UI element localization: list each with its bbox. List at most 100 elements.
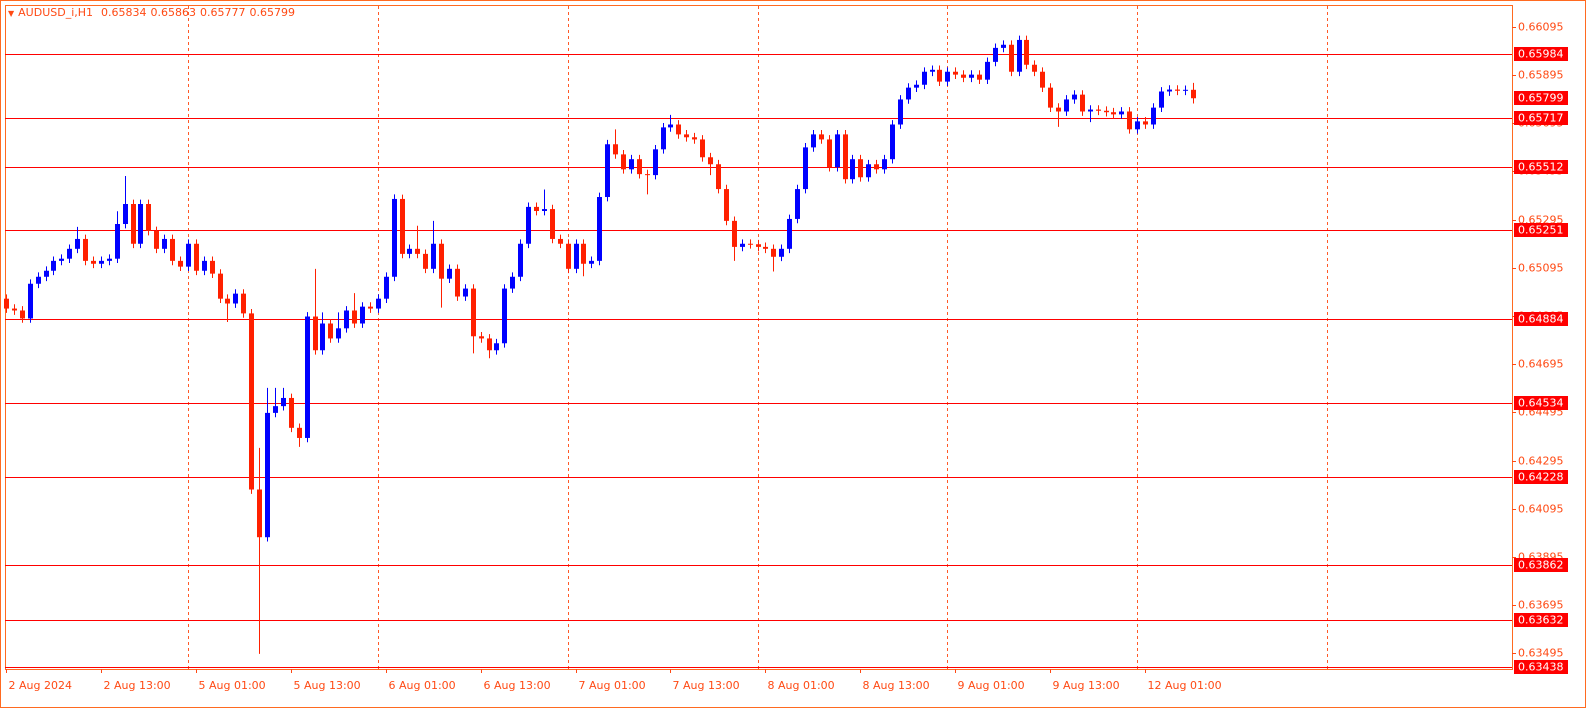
candle-body: [827, 139, 832, 168]
candle-body: [1191, 89, 1196, 99]
candle-body: [597, 197, 602, 261]
candle-body: [787, 218, 792, 249]
candle-body: [487, 338, 492, 351]
candle-body: [392, 198, 397, 277]
candle-body: [1048, 87, 1053, 108]
candle-body: [336, 328, 341, 339]
candle-body: [890, 124, 895, 160]
candle-body: [1167, 89, 1172, 92]
candle-body: [1024, 39, 1029, 65]
candle-body: [83, 238, 88, 261]
price-label-bg: [1514, 91, 1568, 105]
candle-body: [985, 61, 990, 80]
candle-body: [305, 316, 310, 438]
level-label: 0.64534: [1518, 397, 1564, 410]
candle-body: [368, 306, 373, 309]
candle-body: [1175, 89, 1180, 91]
candle-body: [115, 224, 120, 259]
level-label-bg: [1514, 312, 1568, 326]
candle-body: [882, 159, 887, 170]
candle-body: [154, 230, 159, 249]
level-label: 0.65512: [1518, 161, 1564, 174]
candle-body: [1001, 44, 1006, 48]
candle-body: [1056, 107, 1061, 112]
candle-body: [558, 238, 563, 244]
candle-body: [581, 243, 586, 264]
level-label-bg: [1514, 613, 1568, 627]
y-tick-label: 0.65895: [1518, 69, 1564, 82]
x-tick-label: 2 Aug 2024: [9, 679, 72, 692]
y-tick-label: 0.63495: [1518, 647, 1564, 660]
candle-body: [676, 124, 681, 135]
candle-body: [1151, 107, 1156, 125]
candle-body: [320, 323, 325, 351]
candle-body: [589, 260, 594, 264]
x-tick-label: 6 Aug 13:00: [484, 679, 551, 692]
candle-body: [1183, 89, 1188, 91]
candle-body: [210, 260, 215, 274]
y-tick-label: 0.64295: [1518, 455, 1564, 468]
candle-body: [518, 243, 523, 277]
candle-body: [1159, 91, 1164, 108]
candle-body: [510, 276, 515, 289]
candle-body: [684, 134, 689, 138]
x-tick-label: 9 Aug 13:00: [1053, 679, 1120, 692]
candle-body: [937, 69, 942, 82]
candle-body: [1119, 111, 1124, 115]
candle-body: [431, 243, 436, 269]
candle-body: [59, 258, 64, 261]
level-label: 0.63862: [1518, 559, 1564, 572]
level-label: 0.63438: [1518, 661, 1564, 674]
header-high: 0.65863: [150, 6, 197, 19]
candle-body: [265, 412, 270, 538]
candle-body: [748, 243, 753, 245]
candle-body: [289, 397, 294, 428]
level-label-bg: [1514, 470, 1568, 484]
candle-body: [1032, 64, 1037, 72]
y-tick-label: 0.64095: [1518, 503, 1564, 516]
candle-body: [400, 198, 405, 254]
x-tick-label: 5 Aug 13:00: [294, 679, 361, 692]
candle-body: [953, 71, 958, 75]
candle-body: [629, 159, 634, 170]
candle-body: [740, 243, 745, 247]
candle-body: [763, 246, 768, 249]
candle-body: [922, 71, 927, 85]
candle-body: [566, 243, 571, 269]
header-arrow: ▼: [8, 9, 15, 18]
candle-body: [866, 164, 871, 178]
candle-body: [4, 298, 9, 309]
candle-body: [107, 258, 112, 261]
level-label: 0.65717: [1518, 112, 1564, 125]
candle-body: [1040, 71, 1045, 88]
candle-body: [1096, 109, 1101, 111]
candle-body: [1104, 110, 1109, 113]
candle-body: [843, 134, 848, 180]
candle-body: [313, 316, 318, 351]
candle-body: [218, 273, 223, 299]
candle-body: [502, 288, 507, 344]
candle-body: [1017, 39, 1022, 72]
level-label: 0.64884: [1518, 313, 1564, 326]
candle-body: [44, 270, 49, 277]
candle-body: [811, 134, 816, 148]
candle-body: [225, 298, 230, 304]
symbol: AUDUSD_i,H1: [18, 6, 94, 19]
level-label: 0.63632: [1518, 614, 1564, 627]
candle-body: [795, 189, 800, 219]
candle-body: [1088, 109, 1093, 112]
candle-body: [20, 310, 25, 319]
x-tick-label: 9 Aug 01:00: [958, 679, 1025, 692]
candle-body: [471, 288, 476, 337]
candle-body: [447, 268, 452, 279]
candle-body: [162, 238, 167, 249]
candle-body: [146, 204, 151, 231]
candle-body: [384, 276, 389, 299]
candle-body: [653, 149, 658, 176]
candle-body: [99, 260, 104, 264]
header-low: 0.65777: [200, 6, 246, 19]
candle-body: [819, 134, 824, 140]
level-label: 0.64228: [1518, 471, 1564, 484]
candle-body: [479, 336, 484, 339]
